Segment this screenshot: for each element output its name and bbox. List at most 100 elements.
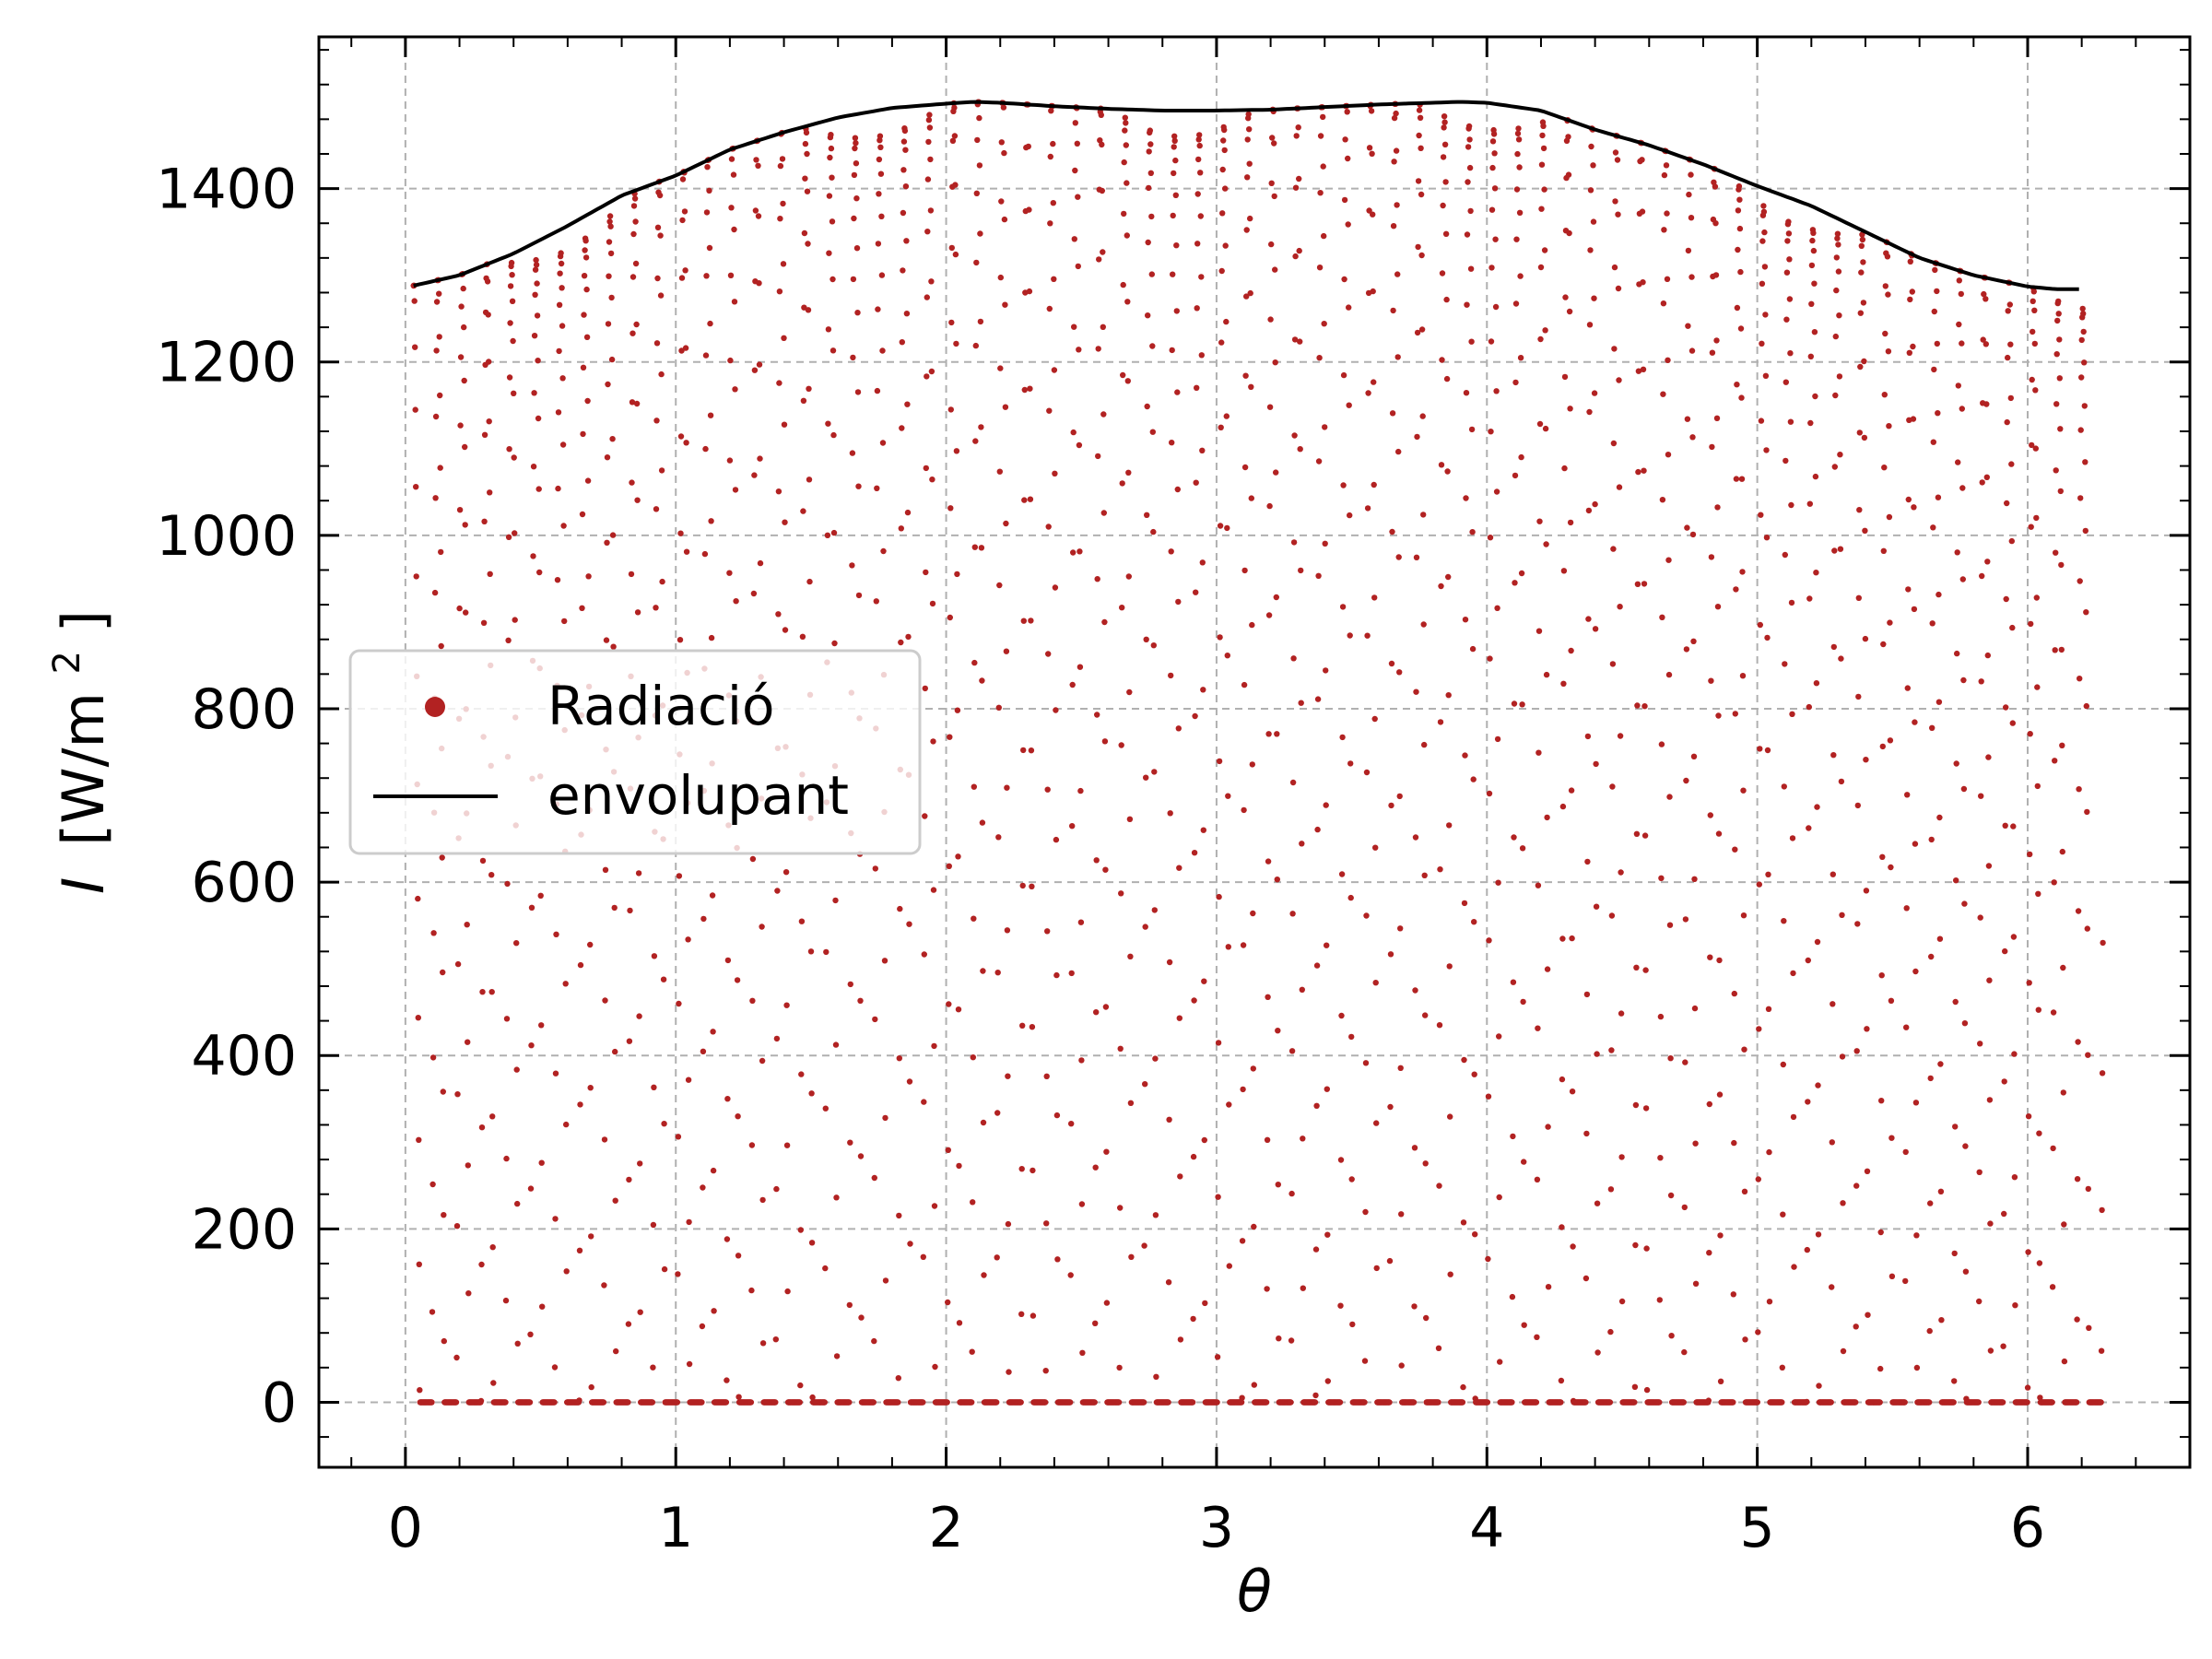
scatter-point xyxy=(1028,618,1034,624)
scatter-point xyxy=(2028,524,2034,530)
scatter-point xyxy=(1438,462,1445,468)
scatter-point xyxy=(1124,232,1131,239)
scatter-point xyxy=(1881,392,1888,398)
scatter-point xyxy=(1688,215,1695,221)
scatter-point xyxy=(1840,1200,1846,1206)
scatter-point xyxy=(1635,468,1641,476)
scatter-point xyxy=(783,1142,791,1148)
scatter-point xyxy=(703,209,711,216)
scatter-point xyxy=(582,254,590,261)
scatter-point xyxy=(901,127,909,135)
scatter-point xyxy=(1583,1399,1589,1406)
scatter-point xyxy=(605,321,612,327)
scatter-point xyxy=(1362,1208,1369,1216)
scatter-point xyxy=(2074,1176,2081,1182)
scatter-point xyxy=(1488,338,1495,345)
scatter-point xyxy=(780,200,786,207)
scatter-point xyxy=(1510,1133,1516,1140)
scatter-point xyxy=(1808,300,1815,307)
scatter-point xyxy=(1836,312,1842,319)
scatter-point xyxy=(1879,853,1886,860)
scatter-point xyxy=(1218,339,1225,346)
scatter-point xyxy=(1412,834,1419,841)
scatter-point xyxy=(1709,349,1716,356)
scatter-point xyxy=(1488,265,1495,271)
scatter-point xyxy=(700,915,707,923)
scatter-point xyxy=(1226,1101,1232,1108)
scatter-point xyxy=(1175,725,1182,732)
scatter-point xyxy=(1542,425,1549,432)
scatter-point xyxy=(1443,375,1451,382)
scatter-point xyxy=(1828,1399,1834,1406)
scatter-point xyxy=(823,948,830,956)
scatter-point xyxy=(2031,307,2038,313)
scatter-point xyxy=(944,1399,950,1406)
scatter-point xyxy=(1101,738,1109,745)
scatter-point xyxy=(1640,366,1647,372)
scatter-point xyxy=(2055,311,2062,317)
scatter-point xyxy=(1983,474,1990,480)
scatter-point xyxy=(898,639,904,646)
scatter-point xyxy=(726,570,733,576)
scatter-point xyxy=(1388,660,1395,667)
scatter-point xyxy=(1594,1200,1601,1206)
scatter-point xyxy=(1027,496,1034,502)
scatter-point xyxy=(711,1308,717,1314)
scatter-point xyxy=(1266,404,1274,410)
scatter-point xyxy=(1267,316,1274,323)
scatter-point xyxy=(2029,441,2035,449)
scatter-point xyxy=(977,230,983,237)
scatter-point xyxy=(1685,323,1691,329)
scatter-point xyxy=(1565,171,1572,178)
scatter-point xyxy=(1099,187,1106,194)
scatter-point xyxy=(1740,787,1747,794)
scatter-point xyxy=(1047,220,1053,227)
scatter-point xyxy=(1856,429,1864,436)
scatter-point xyxy=(1888,1273,1896,1280)
scatter-point xyxy=(1490,131,1498,137)
scatter-point xyxy=(1141,1242,1147,1249)
scatter-point xyxy=(438,548,444,556)
scatter-point xyxy=(577,1101,583,1108)
scatter-point xyxy=(1470,776,1477,782)
scatter-point xyxy=(1538,161,1546,168)
scatter-point xyxy=(1591,295,1597,301)
scatter-point xyxy=(2001,1078,2007,1085)
scatter-point xyxy=(2061,1358,2068,1365)
scatter-point xyxy=(633,321,640,328)
scatter-point xyxy=(1880,641,1887,648)
scatter-point xyxy=(1860,259,1866,265)
scatter-point xyxy=(1387,1103,1394,1111)
scatter-point xyxy=(1313,1102,1320,1110)
scatter-point xyxy=(528,1042,535,1049)
scatter-point xyxy=(1140,1399,1147,1406)
scatter-point xyxy=(2011,1174,2018,1181)
scatter-point xyxy=(464,922,470,928)
scatter-point xyxy=(1904,792,1911,798)
scatter-point xyxy=(871,1337,877,1345)
scatter-point xyxy=(1271,193,1277,200)
scatter-point xyxy=(1094,712,1100,718)
scatter-point xyxy=(1272,359,1278,366)
scatter-point xyxy=(1467,265,1475,272)
scatter-point xyxy=(2024,1384,2031,1391)
scatter-point xyxy=(1977,914,1983,921)
scatter-point xyxy=(1787,418,1794,425)
scatter-point xyxy=(798,1071,805,1077)
scatter-point xyxy=(453,1223,461,1230)
scatter-point xyxy=(1905,496,1912,503)
scatter-point xyxy=(1191,997,1197,1004)
scatter-point xyxy=(514,1340,521,1347)
scatter-point xyxy=(1289,911,1296,917)
scatter-point xyxy=(1249,621,1255,629)
scatter-point xyxy=(1216,893,1222,900)
scatter-point xyxy=(1029,883,1035,889)
scatter-point xyxy=(952,251,959,258)
scatter-point xyxy=(1435,1345,1442,1352)
scatter-point xyxy=(1511,834,1517,841)
scatter-point xyxy=(1466,164,1474,171)
scatter-point xyxy=(1612,198,1618,205)
scatter-point xyxy=(2075,908,2082,914)
scatter-point xyxy=(1215,1040,1222,1046)
scatter-point xyxy=(853,140,859,147)
